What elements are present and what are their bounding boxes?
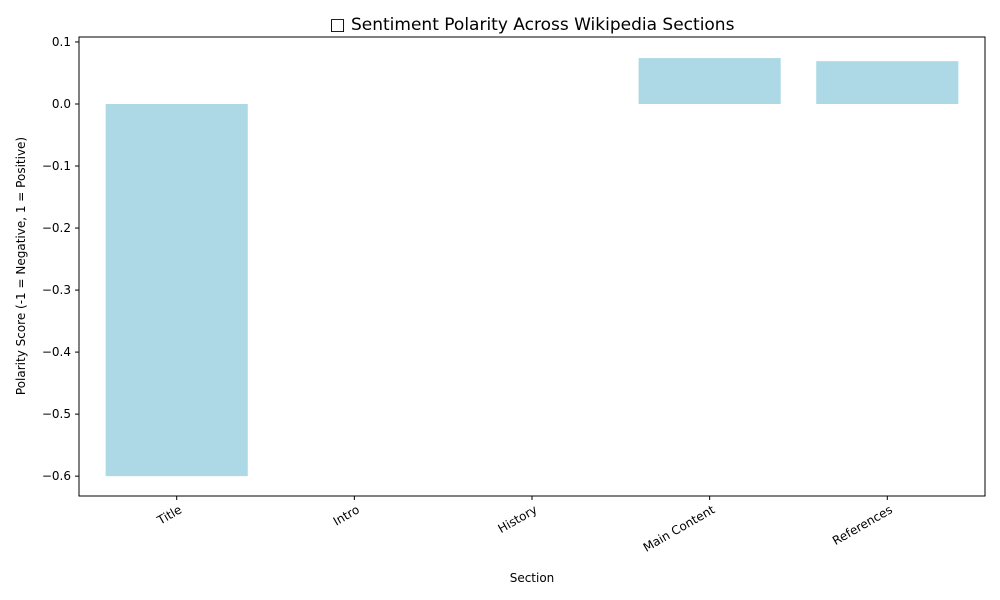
x-tick-label: Main Content [641,502,718,554]
y-tick-label: −0.2 [42,221,71,235]
x-tick-label: Intro [331,502,362,528]
y-tick-label: −0.4 [42,345,71,359]
y-tick-label: −0.5 [42,407,71,421]
x-tick-label: Title [154,502,184,527]
bars-group [105,58,959,477]
bar-main-content [638,58,781,104]
plot-frame [78,36,986,497]
y-axis-label: Polarity Score (-1 = Negative, 1 = Posit… [14,137,28,395]
x-tick-label: History [496,502,540,535]
y-tick-label: −0.6 [42,469,71,483]
bar-title [105,103,248,477]
y-tick-label: −0.3 [42,283,71,297]
x-axis-label: Section [510,571,555,585]
y-tick-label: 0.0 [52,97,71,111]
bar-references [816,61,959,104]
y-axis-ticks: 0.1 0.0 −0.1 −0.2 −0.3 −0.4 −0.5 −0.6 [42,35,79,483]
x-axis-ticks: Title Intro History Main Content References [154,496,895,555]
chart-title: □ Sentiment Polarity Across Wikipedia Se… [330,15,735,35]
y-tick-label: 0.1 [52,35,71,49]
y-tick-label: −0.1 [42,159,71,173]
x-tick-label: References [830,502,895,547]
